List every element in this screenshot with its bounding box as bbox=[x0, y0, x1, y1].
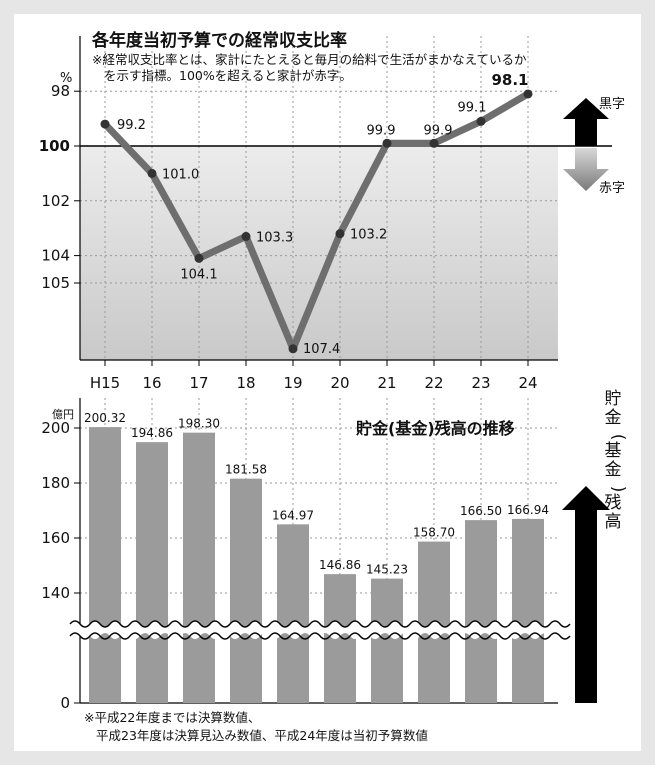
savings-side-label: 貯金(基金)残高 bbox=[605, 389, 629, 532]
line-point bbox=[335, 229, 345, 239]
line-value-label: 99.2 bbox=[117, 118, 146, 133]
bar-value-label: 181.58 bbox=[225, 463, 267, 477]
bar-value-label: 164.97 bbox=[272, 508, 314, 522]
x-tick-label: 20 bbox=[330, 374, 349, 392]
side-label-char: 高 bbox=[605, 512, 622, 532]
x-tick-label: 22 bbox=[424, 374, 443, 392]
bar-value-labels: 200.32 194.86 198.30 181.58 164.97 146.86 145.… bbox=[84, 411, 549, 576]
side-label-char: 金 bbox=[605, 460, 622, 480]
side-label-char: 金 bbox=[605, 408, 622, 428]
axis-break-band bbox=[60, 621, 580, 639]
x-tick-label: 16 bbox=[142, 374, 161, 392]
line-series: 99.2 101.0 104.1 103.3 107.4 103.2 99.9 99.9 99.… bbox=[100, 71, 533, 357]
footnote-line-2: 平成23年度は決算見込み数値、平成24年度は当初予算数値 bbox=[96, 728, 428, 743]
bar-value-label: 194.86 bbox=[131, 426, 173, 440]
surplus-label: 黒字 bbox=[599, 97, 625, 112]
x-tick-label: 17 bbox=[189, 374, 208, 392]
bar bbox=[465, 520, 497, 703]
bar bbox=[512, 518, 544, 703]
x-tick-label: 23 bbox=[471, 374, 490, 392]
line-value-label: 98.1 bbox=[491, 71, 528, 89]
line-chart-title: 各年度当初予算での経常収支比率 bbox=[91, 30, 347, 51]
line-value-label: 103.2 bbox=[350, 228, 387, 243]
bar-value-label: 146.86 bbox=[319, 558, 361, 572]
line-path bbox=[101, 90, 532, 353]
bar-value-label: 166.50 bbox=[460, 504, 502, 518]
line-value-label: 101.0 bbox=[162, 167, 199, 182]
deficit-label: 赤字 bbox=[599, 181, 625, 196]
line-y-tick-label: 105 bbox=[41, 274, 70, 292]
axis-break-line-top bbox=[69, 620, 571, 628]
bar-y-tick-label: 200 bbox=[41, 419, 70, 437]
line-point bbox=[147, 168, 157, 178]
bar bbox=[183, 432, 215, 703]
side-label-char: ) bbox=[608, 486, 628, 493]
footnote-line-1: ※平成22年度までは決算数値、 bbox=[84, 710, 260, 725]
line-value-label: 104.1 bbox=[180, 267, 217, 282]
down-arrow-icon bbox=[563, 148, 609, 191]
side-label-char: 残 bbox=[605, 493, 622, 513]
line-value-label: 103.3 bbox=[256, 230, 293, 245]
line-value-label: 99.9 bbox=[367, 123, 396, 138]
bar-y-tick-label: 0 bbox=[60, 694, 70, 712]
bar-value-label: 166.94 bbox=[507, 503, 549, 517]
line-chart-unit: % bbox=[60, 71, 72, 86]
bar bbox=[277, 524, 309, 703]
side-label-char: 貯 bbox=[605, 389, 622, 409]
side-label-char: 基 bbox=[605, 441, 622, 461]
line-point bbox=[429, 138, 439, 148]
line-y-tick-label: 100 bbox=[39, 137, 70, 155]
side-label-char: ( bbox=[608, 434, 628, 441]
bar-y-tick-label: 180 bbox=[41, 474, 70, 492]
bar-chart-unit: 億円 bbox=[52, 408, 74, 421]
x-tick-label: 21 bbox=[377, 374, 396, 392]
bar-series bbox=[89, 427, 544, 703]
deficit-indicator: 赤字 bbox=[563, 148, 625, 196]
line-value-label: 107.4 bbox=[303, 342, 340, 357]
bar bbox=[230, 478, 262, 703]
bar-value-label: 145.23 bbox=[366, 563, 408, 577]
bar bbox=[371, 578, 403, 703]
line-chart-note-2: を示す指標。100%を超えると家計が赤字。 bbox=[104, 68, 352, 83]
line-chart-y-ticks: 98 100 102 104 105 bbox=[39, 82, 80, 292]
bar-value-label: 198.30 bbox=[178, 417, 220, 431]
line-y-tick-label: 102 bbox=[41, 192, 70, 210]
line-point bbox=[523, 89, 533, 99]
line-chart-grid bbox=[79, 36, 612, 361]
line-value-label: 99.9 bbox=[424, 123, 453, 138]
bar-chart-y-ticks: 200 180 160 140 0 bbox=[41, 419, 80, 712]
line-point bbox=[100, 119, 110, 129]
x-tick-label: 19 bbox=[283, 374, 302, 392]
x-tick-label: 24 bbox=[518, 374, 537, 392]
line-point bbox=[194, 253, 204, 263]
line-point bbox=[241, 231, 251, 241]
bar bbox=[136, 442, 168, 703]
savings-up-arrow-icon bbox=[562, 486, 610, 703]
bar-chart-title: 貯金(基金)残高の推移 bbox=[356, 419, 515, 438]
x-tick-label: H15 bbox=[90, 374, 120, 392]
bar-y-tick-label: 140 bbox=[41, 584, 70, 602]
bar-value-label: 158.70 bbox=[413, 526, 455, 540]
bar bbox=[324, 574, 356, 703]
bar-value-label: 200.32 bbox=[84, 411, 126, 425]
x-axis-ticks: H15 16 17 18 19 20 21 22 23 24 bbox=[90, 360, 538, 392]
up-arrow-icon bbox=[563, 98, 609, 146]
x-tick-label: 18 bbox=[236, 374, 255, 392]
axis-break bbox=[60, 620, 580, 640]
line-y-tick-label: 98 bbox=[51, 82, 70, 100]
line-point bbox=[382, 138, 392, 148]
line-value-label: 99.1 bbox=[458, 100, 487, 115]
line-y-tick-label: 104 bbox=[41, 247, 70, 265]
bar bbox=[89, 427, 121, 703]
line-point bbox=[476, 116, 486, 126]
line-point bbox=[288, 344, 298, 354]
surplus-indicator: 黒字 bbox=[563, 97, 625, 146]
line-chart-note-1: ※経常収支比率とは、家計にたとえると毎月の給料で生活がまかなえているか bbox=[92, 52, 527, 67]
axis-break-line-bottom bbox=[69, 632, 571, 640]
bar-y-tick-label: 160 bbox=[41, 529, 70, 547]
